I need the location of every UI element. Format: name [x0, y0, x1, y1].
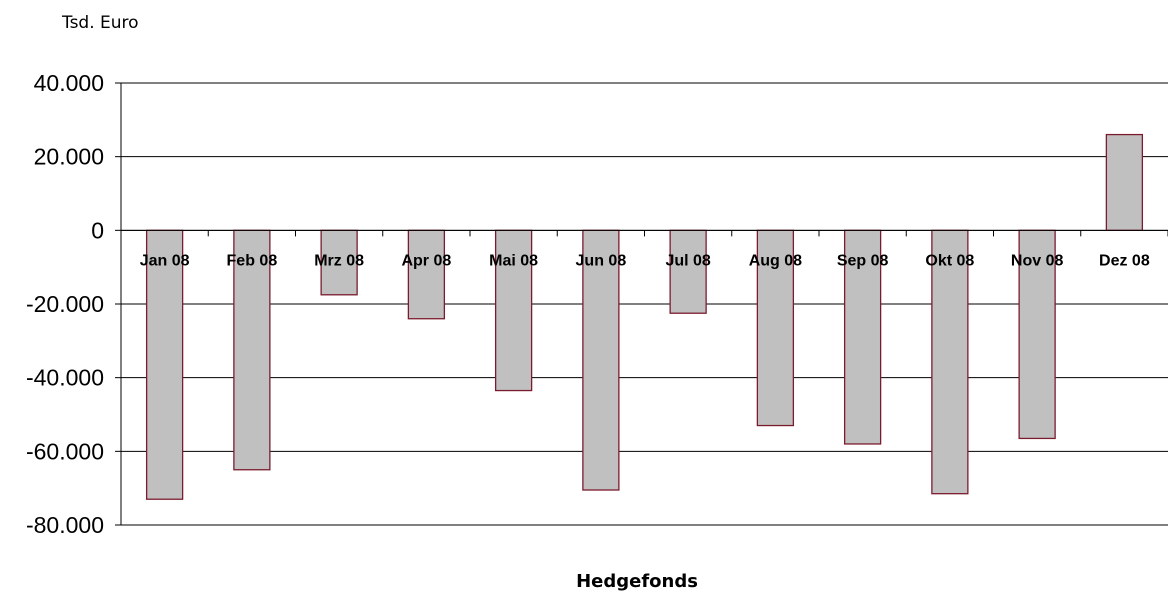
- gridlines: [121, 82, 1168, 526]
- x-tick-label: Apr 08: [401, 252, 451, 269]
- y-tick-label: -40.000: [26, 365, 104, 391]
- y-unit-label: Tsd. Euro: [61, 13, 139, 33]
- x-tick-label: Dez 08: [1099, 252, 1150, 269]
- bar-feb-08: [233, 229, 271, 471]
- x-tick-label: Mai 08: [489, 252, 538, 269]
- x-tick-label: Sep 08: [837, 252, 889, 269]
- bar-dez-08: [1105, 133, 1144, 231]
- y-tick-label: 20.000: [34, 144, 104, 170]
- y-tick-label: -20.000: [26, 291, 104, 317]
- y-tick-label: 40.000: [34, 70, 104, 96]
- bar-aug-08: [756, 229, 795, 427]
- x-tick-label: Feb 08: [227, 252, 278, 269]
- x-tick-label: Okt 08: [925, 252, 974, 269]
- bar-sep-08: [843, 229, 882, 445]
- x-tick-label: Mrz 08: [314, 252, 364, 269]
- y-tick-label: -60.000: [26, 438, 104, 464]
- x-axis-title: Hedgefonds: [576, 571, 698, 592]
- bar-okt-08: [931, 229, 969, 495]
- y-axis-ticks: 40.000 20.000 0 -20.000 -40.000 -60.000 -80.00…: [26, 70, 121, 538]
- x-tick-label: Jul 08: [665, 252, 710, 269]
- bar-jan-08: [145, 229, 184, 500]
- x-tick-label: Aug 08: [749, 252, 802, 269]
- bar-nov-08: [1018, 229, 1056, 440]
- axes: [120, 83, 1168, 525]
- bar-mai-08: [494, 229, 533, 392]
- bar-mrz-08: [320, 229, 358, 296]
- y-tick-label: -80.000: [26, 512, 104, 538]
- x-tick-label: Jun 08: [576, 252, 627, 269]
- x-tick-label: Nov 08: [1011, 252, 1064, 269]
- bar-apr-08: [407, 229, 446, 320]
- x-axis-ticks: Jan 08 Feb 08 Mrz 08 Apr 08 Mai 08 Jun 08 Jul …: [140, 252, 1150, 269]
- y-tick-label: 0: [91, 217, 104, 243]
- bar-jun-08: [582, 229, 620, 491]
- bar-jul-08: [669, 229, 707, 314]
- x-tick-label: Jan 08: [140, 252, 190, 269]
- bars: [145, 133, 1144, 500]
